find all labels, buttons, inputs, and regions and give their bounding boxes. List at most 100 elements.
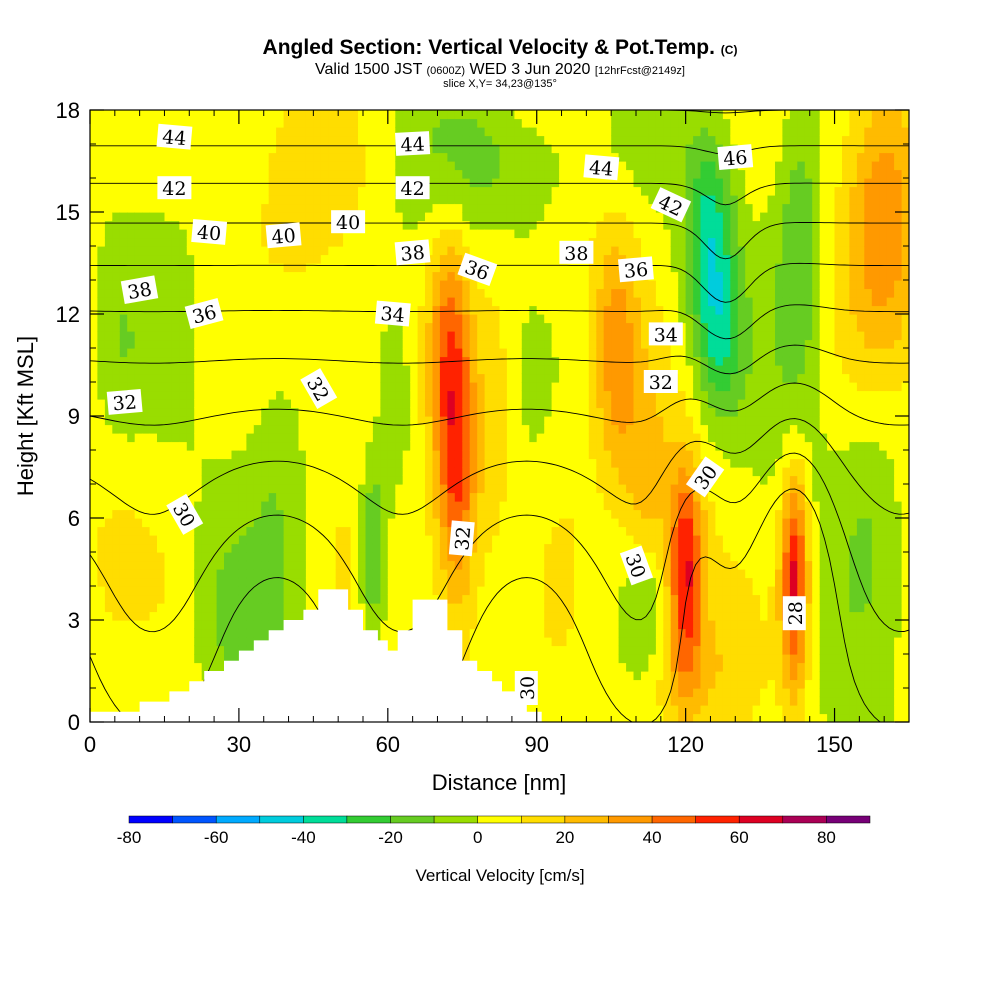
- vv-cell: [97, 620, 106, 630]
- vv-cell: [506, 611, 515, 621]
- vv-cell: [358, 518, 366, 528]
- vv-cell: [358, 195, 366, 205]
- vv-cell: [462, 467, 471, 477]
- vv-cell: [566, 713, 575, 722]
- vv-cell: [439, 509, 448, 519]
- vv-cell: [201, 254, 210, 264]
- vv-cell: [395, 203, 404, 213]
- vv-cell: [462, 169, 471, 179]
- vv-cell: [469, 543, 478, 553]
- vv-cell: [305, 246, 314, 256]
- vv-cell: [469, 552, 478, 562]
- vv-cell: [387, 356, 396, 366]
- vv-cell: [514, 611, 523, 621]
- vv-cell: [142, 586, 151, 596]
- vv-cell: [268, 603, 277, 613]
- vv-cell: [395, 594, 404, 604]
- vv-cell: [469, 645, 478, 655]
- vv-cell: [119, 705, 128, 715]
- vv-cell: [380, 594, 389, 604]
- vv-cell: [261, 620, 270, 630]
- vv-cell: [335, 229, 344, 239]
- vv-cell: [142, 467, 151, 477]
- vv-cell: [238, 569, 247, 579]
- vv-cell: [402, 297, 411, 307]
- vv-cell: [425, 220, 433, 230]
- vv-cell: [268, 433, 277, 443]
- vv-cell: [350, 314, 359, 324]
- vv-cell: [104, 246, 113, 256]
- vv-cell: [462, 569, 471, 579]
- vv-cell: [514, 246, 523, 256]
- vv-cell: [149, 424, 158, 434]
- vv-cell: [454, 322, 463, 332]
- vv-cell: [149, 339, 158, 349]
- vv-cell: [209, 144, 218, 154]
- vv-cell: [365, 271, 374, 281]
- vv-cell: [447, 288, 456, 298]
- vv-cell: [514, 229, 523, 239]
- vv-cell: [603, 603, 612, 613]
- vv-cell: [454, 237, 463, 247]
- vv-cell: [499, 280, 508, 290]
- vv-cell: [194, 424, 203, 434]
- vv-cell: [157, 679, 165, 689]
- vv-cell: [164, 229, 173, 239]
- vv-cell: [529, 526, 538, 536]
- vv-cell: [186, 212, 195, 222]
- vv-cell: [439, 560, 448, 570]
- vv-cell: [157, 424, 165, 434]
- vv-cell: [104, 339, 113, 349]
- vv-cell: [372, 484, 381, 494]
- vv-cell: [186, 543, 195, 553]
- vv-cell: [291, 314, 299, 324]
- vv-cell: [157, 246, 165, 256]
- vv-cell: [224, 518, 232, 528]
- vv-cell: [402, 348, 411, 358]
- vv-cell: [201, 492, 210, 502]
- vv-cell: [179, 365, 188, 375]
- vv-cell: [410, 450, 419, 460]
- vv-cell: [521, 518, 530, 528]
- vv-cell: [581, 705, 590, 715]
- vv-cell: [291, 450, 299, 460]
- vv-cell: [365, 297, 374, 307]
- vv-cell: [425, 501, 433, 511]
- vv-cell: [574, 688, 582, 698]
- vv-cell: [439, 254, 448, 264]
- vv-cell: [477, 305, 486, 315]
- vv-cell: [171, 339, 180, 349]
- vv-cell: [179, 305, 188, 315]
- vv-cell: [268, 577, 277, 587]
- vv-cell: [90, 705, 98, 715]
- vv-cell: [179, 280, 188, 290]
- vv-cell: [246, 280, 255, 290]
- vv-cell: [201, 186, 210, 196]
- vv-cell: [521, 314, 530, 324]
- vv-cell: [127, 118, 136, 128]
- vv-cell: [142, 416, 151, 426]
- vv-cell: [402, 569, 411, 579]
- vv-cell: [157, 356, 165, 366]
- vv-cell: [544, 552, 553, 562]
- vv-cell: [447, 110, 456, 120]
- vv-cell: [216, 509, 225, 519]
- vv-cell: [313, 237, 322, 247]
- vv-cell: [395, 152, 404, 162]
- vv-cell: [157, 280, 165, 290]
- vv-cell: [164, 339, 173, 349]
- vv-cell: [134, 662, 143, 672]
- vv-cell: [335, 288, 344, 298]
- vv-cell: [343, 127, 352, 137]
- vv-cell: [291, 331, 299, 341]
- vv-cell: [127, 535, 136, 545]
- vv-cell: [447, 492, 456, 502]
- vv-cell: [387, 594, 396, 604]
- vv-cell: [335, 492, 344, 502]
- vv-cell: [201, 433, 210, 443]
- vv-cell: [380, 246, 389, 256]
- vv-cell: [499, 127, 508, 137]
- vv-cell: [186, 254, 195, 264]
- vv-cell: [492, 577, 501, 587]
- vv-cell: [439, 501, 448, 511]
